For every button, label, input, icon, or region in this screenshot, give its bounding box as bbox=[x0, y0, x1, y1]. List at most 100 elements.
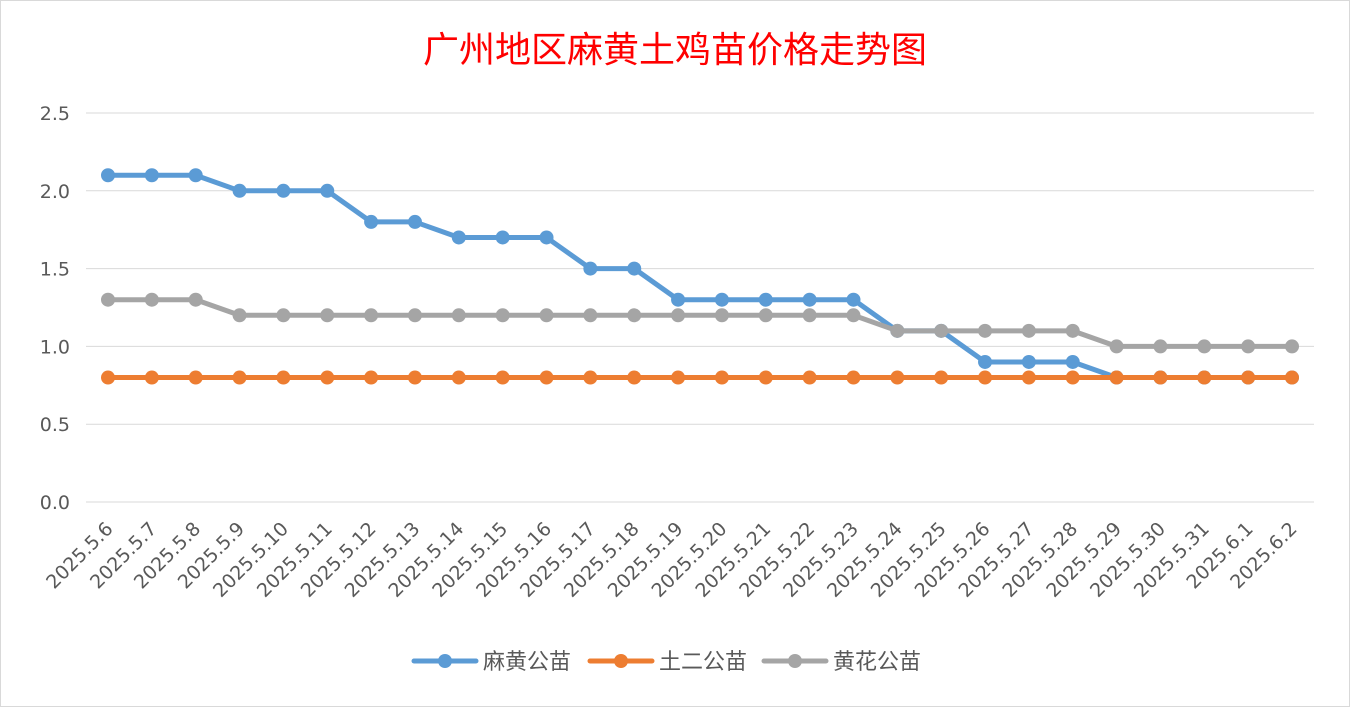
data-point bbox=[144, 370, 159, 385]
data-point bbox=[758, 292, 773, 307]
data-point bbox=[101, 370, 115, 385]
data-point bbox=[583, 308, 598, 323]
data-point bbox=[1285, 370, 1299, 385]
data-point bbox=[627, 308, 642, 323]
data-point bbox=[890, 323, 905, 338]
data-point bbox=[714, 370, 729, 385]
data-point bbox=[101, 168, 115, 183]
data-point bbox=[671, 308, 686, 323]
data-point bbox=[1065, 370, 1080, 385]
data-point bbox=[846, 308, 861, 323]
data-point bbox=[407, 370, 422, 385]
data-point bbox=[1109, 339, 1124, 354]
data-point bbox=[364, 214, 379, 229]
data-point bbox=[276, 308, 291, 323]
y-tick-label: 0.5 bbox=[40, 414, 70, 436]
legend-label: 麻黄公苗 bbox=[483, 650, 571, 675]
data-point bbox=[802, 292, 817, 307]
data-point bbox=[320, 308, 335, 323]
legend-item: 麻黄公苗 bbox=[411, 650, 571, 675]
legend-marker bbox=[614, 654, 628, 668]
data-point bbox=[232, 308, 247, 323]
data-point bbox=[364, 370, 379, 385]
data-point bbox=[934, 370, 949, 385]
data-point bbox=[714, 308, 729, 323]
data-point bbox=[846, 370, 861, 385]
data-point bbox=[407, 214, 422, 229]
data-point bbox=[1285, 339, 1299, 354]
data-point bbox=[758, 370, 773, 385]
data-point bbox=[627, 261, 642, 276]
data-point bbox=[1021, 354, 1036, 369]
data-point bbox=[451, 370, 466, 385]
data-point bbox=[627, 370, 642, 385]
data-point bbox=[276, 370, 291, 385]
legend-label: 土二公苗 bbox=[659, 650, 747, 675]
data-point bbox=[232, 370, 247, 385]
legend-item: 黄花公苗 bbox=[761, 650, 921, 675]
data-point bbox=[714, 292, 729, 307]
data-point bbox=[144, 292, 159, 307]
series-2 bbox=[101, 370, 1299, 385]
data-point bbox=[934, 323, 949, 338]
series-line bbox=[105, 297, 1295, 349]
legend: 麻黄公苗 土二公苗 黄花公苗 bbox=[411, 650, 921, 675]
data-point bbox=[1109, 370, 1124, 385]
data-point bbox=[846, 292, 861, 307]
data-point bbox=[188, 370, 203, 385]
data-point bbox=[188, 292, 203, 307]
data-point bbox=[758, 308, 773, 323]
data-point bbox=[232, 183, 247, 198]
data-point bbox=[1153, 370, 1168, 385]
data-point bbox=[1197, 370, 1212, 385]
data-point bbox=[495, 230, 510, 245]
y-tick-label: 1.5 bbox=[40, 259, 70, 281]
y-tick-label: 2.5 bbox=[40, 103, 70, 125]
data-point bbox=[1021, 323, 1036, 338]
y-tick-label: 1.0 bbox=[40, 336, 70, 358]
data-point bbox=[539, 230, 554, 245]
data-point bbox=[320, 183, 335, 198]
chart-title: 广州地区麻黄土鸡苗价格走势图 bbox=[423, 30, 927, 71]
y-tick-label: 0.0 bbox=[40, 492, 70, 514]
data-point bbox=[890, 370, 905, 385]
legend-item: 土二公苗 bbox=[587, 650, 747, 675]
data-point bbox=[451, 308, 466, 323]
data-point bbox=[407, 308, 422, 323]
data-point bbox=[1197, 339, 1212, 354]
y-tick-label: 2.0 bbox=[40, 181, 70, 203]
data-point bbox=[539, 308, 554, 323]
legend-label: 黄花公苗 bbox=[833, 650, 921, 675]
series-line bbox=[105, 172, 1295, 381]
legend-marker bbox=[788, 654, 802, 668]
data-point bbox=[671, 292, 686, 307]
data-point bbox=[101, 292, 115, 307]
data-point bbox=[671, 370, 686, 385]
data-point bbox=[583, 261, 598, 276]
y-axis-ticks: 0.0 0.5 1.0 1.5 2.0 2.5 bbox=[40, 103, 70, 514]
data-point bbox=[495, 370, 510, 385]
data-point bbox=[364, 308, 379, 323]
data-point bbox=[451, 230, 466, 245]
data-point bbox=[188, 168, 203, 183]
data-point bbox=[978, 323, 993, 338]
data-point bbox=[539, 370, 554, 385]
data-point bbox=[583, 370, 598, 385]
data-point bbox=[1021, 370, 1036, 385]
data-point bbox=[978, 354, 993, 369]
data-point bbox=[978, 370, 993, 385]
data-point bbox=[802, 308, 817, 323]
data-point bbox=[1241, 370, 1256, 385]
data-point bbox=[276, 183, 291, 198]
data-point bbox=[144, 168, 159, 183]
data-point bbox=[1065, 354, 1080, 369]
data-point bbox=[1065, 323, 1080, 338]
data-point bbox=[495, 308, 510, 323]
legend-marker bbox=[438, 654, 452, 668]
data-point bbox=[1153, 339, 1168, 354]
data-point bbox=[1241, 339, 1256, 354]
data-point bbox=[320, 370, 335, 385]
